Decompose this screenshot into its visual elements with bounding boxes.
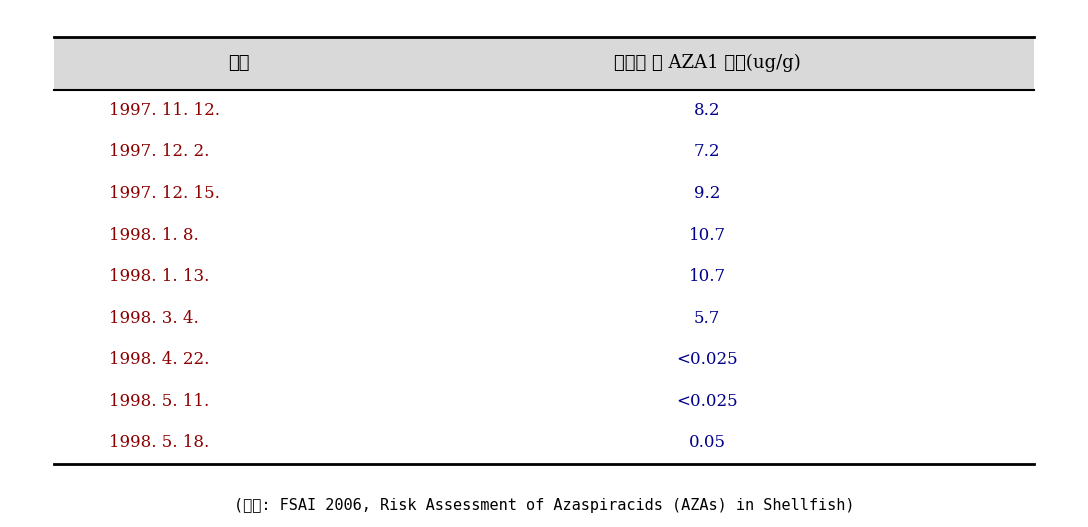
Text: 1998. 4. 22.: 1998. 4. 22. [109, 352, 209, 368]
Text: <0.025: <0.025 [677, 393, 738, 410]
Text: <0.025: <0.025 [677, 352, 738, 368]
Text: 1998. 1. 13.: 1998. 1. 13. [109, 268, 209, 285]
Text: 1998. 5. 18.: 1998. 5. 18. [109, 434, 209, 452]
Text: 1998. 1. 8.: 1998. 1. 8. [109, 227, 198, 243]
Text: 날짜: 날짜 [228, 54, 250, 72]
Text: 0.05: 0.05 [689, 434, 726, 452]
Text: 1997. 12. 15.: 1997. 12. 15. [109, 185, 220, 202]
Text: 9.2: 9.2 [694, 185, 720, 202]
Text: 1998. 5. 11.: 1998. 5. 11. [109, 393, 209, 410]
Text: 소화샘 내 AZA1 농도(ug/g): 소화샘 내 AZA1 농도(ug/g) [614, 54, 801, 72]
FancyBboxPatch shape [54, 37, 1034, 90]
Text: 1998. 3. 4.: 1998. 3. 4. [109, 310, 198, 327]
Text: 8.2: 8.2 [694, 102, 720, 119]
Text: (출처: FSAI 2006, Risk Assessment of Azaspiracids (AZAs) in Shellfish): (출처: FSAI 2006, Risk Assessment of Azasp… [234, 499, 854, 513]
Text: 7.2: 7.2 [694, 143, 720, 160]
Text: 10.7: 10.7 [689, 227, 726, 243]
Text: 10.7: 10.7 [689, 268, 726, 285]
Text: 1997. 12. 2.: 1997. 12. 2. [109, 143, 209, 160]
Text: 1997. 11. 12.: 1997. 11. 12. [109, 102, 220, 119]
Text: 5.7: 5.7 [694, 310, 720, 327]
